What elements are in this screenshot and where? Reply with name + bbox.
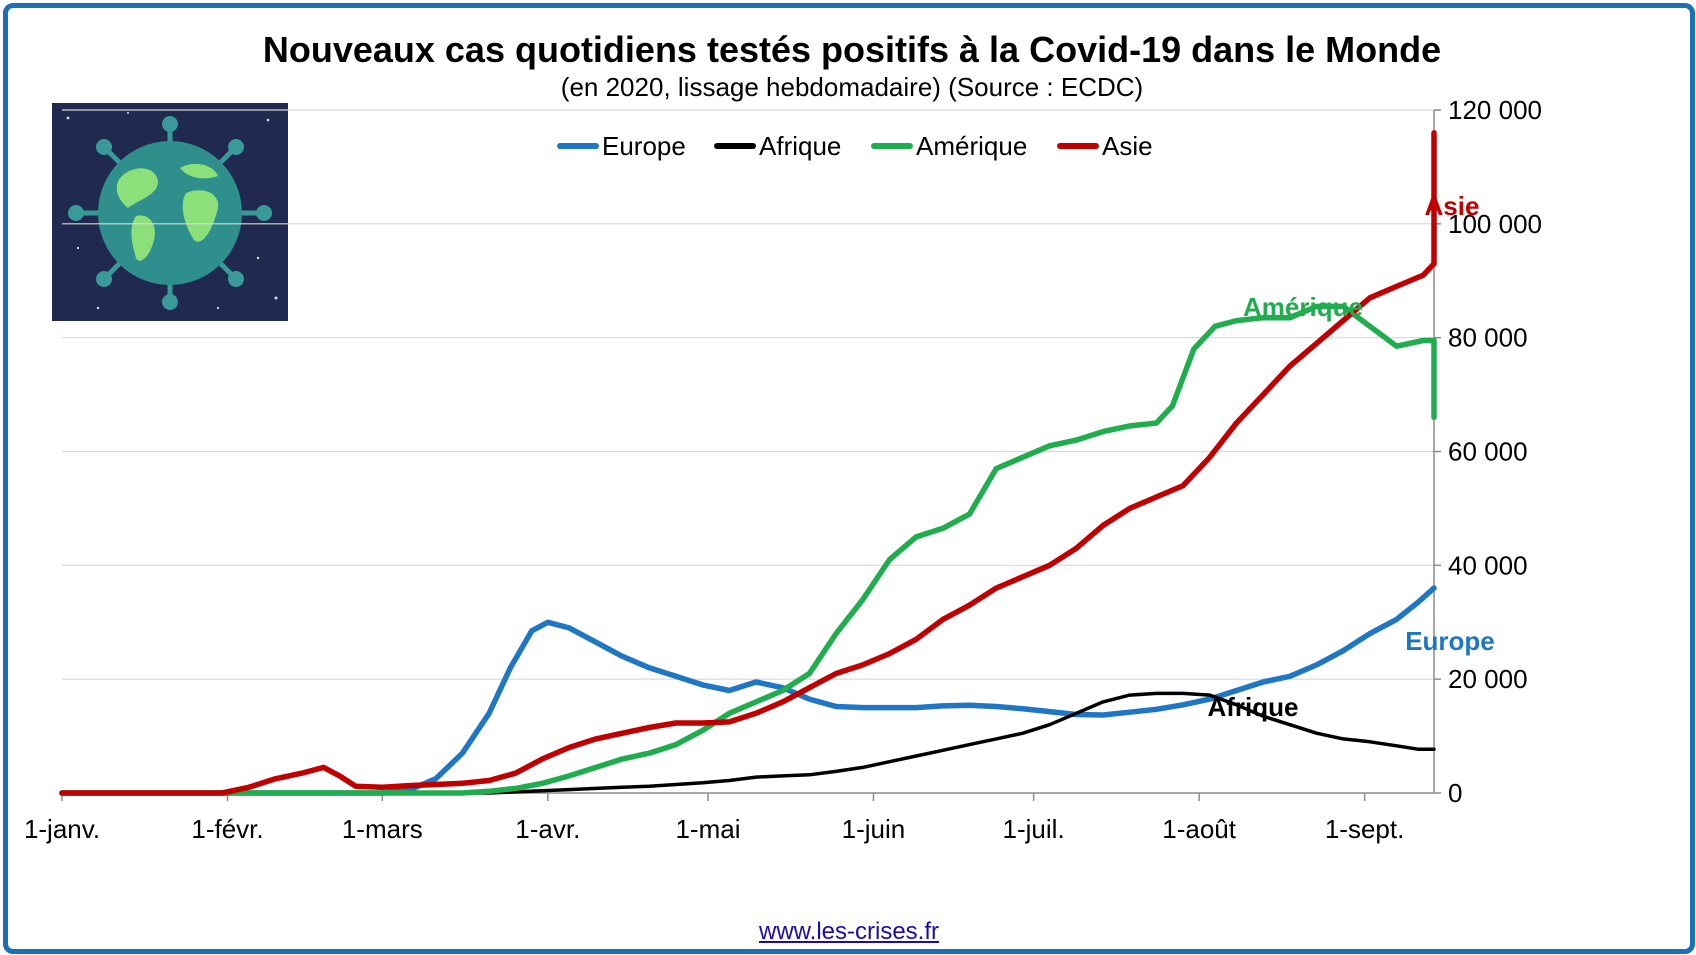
y-tick-label: 20 000 [1448, 664, 1528, 694]
legend-label: Amérique [916, 131, 1027, 161]
y-tick-label: 60 000 [1448, 437, 1528, 467]
x-axis: 1-janv. 1-févr. 1-mars 1-avr. 1-mai 1-juin 1-j… [24, 792, 1434, 844]
series-lines [59, 130, 1437, 796]
series-line [59, 585, 1437, 796]
y-tick-label: 100 000 [1448, 209, 1542, 239]
legend-label: Europe [602, 131, 686, 161]
series-line [59, 130, 1437, 796]
x-tick-label: 1-août [1162, 814, 1236, 844]
covid-globe-image [52, 103, 288, 321]
x-tick-label: 1-avr. [515, 814, 580, 844]
chart-subtitle: (en 2020, lissage hebdomadaire) (Source … [561, 72, 1143, 102]
series-annotation: Afrique [1208, 692, 1299, 722]
chart-title: Nouveaux cas quotidiens testés positifs … [263, 29, 1441, 70]
legend-label: Afrique [759, 131, 841, 161]
series-annotation: Amérique [1243, 292, 1363, 322]
chart-frame: Nouveaux cas quotidiens testés positifs … [3, 3, 1695, 954]
source-link[interactable]: www.les-crises.fr [758, 918, 939, 945]
x-tick-label: 1-juil. [1003, 814, 1065, 844]
y-axis: 0 20 000 40 000 60 000 80 000 100 000 120 000 [1433, 95, 1542, 808]
y-tick-label: 120 000 [1448, 95, 1542, 125]
x-tick-label: 1-mai [675, 814, 740, 844]
y-tick-label: 0 [1448, 778, 1462, 808]
x-tick-label: 1-juin [842, 814, 906, 844]
x-tick-label: 1-janv. [24, 814, 100, 844]
x-tick-label: 1-mars [342, 814, 423, 844]
legend: Europe Afrique Amérique Asie [557, 131, 1153, 161]
series-annotations: Europe Afrique Amérique Asie [1208, 191, 1495, 722]
legend-label: Asie [1102, 131, 1153, 161]
chart-svg: Nouveaux cas quotidiens testés positifs … [24, 29, 1542, 844]
series-annotation: Asie [1425, 191, 1480, 221]
series-line [60, 691, 1436, 795]
y-tick-label: 40 000 [1448, 550, 1528, 580]
series-annotation: Europe [1405, 626, 1495, 656]
series-line [59, 303, 1437, 796]
x-tick-label: 1-févr. [191, 814, 263, 844]
x-tick-label: 1-sept. [1325, 814, 1405, 844]
y-tick-label: 80 000 [1448, 323, 1528, 353]
